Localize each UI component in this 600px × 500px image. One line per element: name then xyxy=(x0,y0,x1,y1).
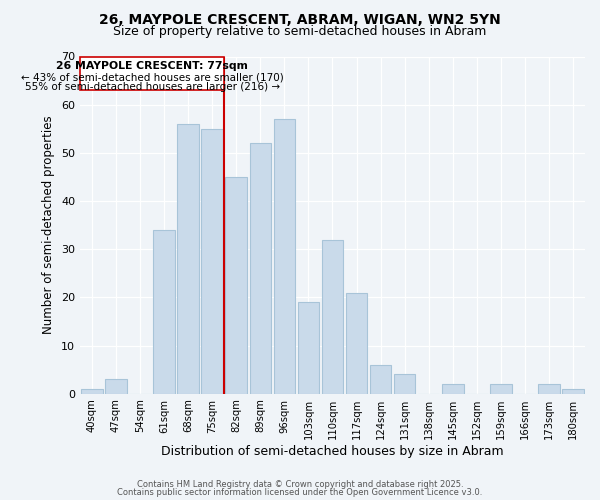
Text: 26 MAYPOLE CRESCENT: 77sqm: 26 MAYPOLE CRESCENT: 77sqm xyxy=(56,60,248,70)
Bar xyxy=(298,302,319,394)
Bar xyxy=(81,389,103,394)
Bar xyxy=(394,374,415,394)
Text: Contains public sector information licensed under the Open Government Licence v3: Contains public sector information licen… xyxy=(118,488,482,497)
Bar xyxy=(370,365,391,394)
Text: 55% of semi-detached houses are larger (216) →: 55% of semi-detached houses are larger (… xyxy=(25,82,280,92)
FancyBboxPatch shape xyxy=(80,56,224,90)
Bar xyxy=(490,384,512,394)
Text: 26, MAYPOLE CRESCENT, ABRAM, WIGAN, WN2 5YN: 26, MAYPOLE CRESCENT, ABRAM, WIGAN, WN2 … xyxy=(99,12,501,26)
Y-axis label: Number of semi-detached properties: Number of semi-detached properties xyxy=(43,116,55,334)
Text: Size of property relative to semi-detached houses in Abram: Size of property relative to semi-detach… xyxy=(113,25,487,38)
Text: ← 43% of semi-detached houses are smaller (170): ← 43% of semi-detached houses are smalle… xyxy=(21,72,283,83)
Text: Contains HM Land Registry data © Crown copyright and database right 2025.: Contains HM Land Registry data © Crown c… xyxy=(137,480,463,489)
Bar xyxy=(442,384,464,394)
Bar xyxy=(538,384,560,394)
Bar xyxy=(202,129,223,394)
Bar xyxy=(105,380,127,394)
Bar xyxy=(562,389,584,394)
Bar xyxy=(250,143,271,394)
Bar xyxy=(226,177,247,394)
Bar xyxy=(346,292,367,394)
Bar xyxy=(322,240,343,394)
Bar xyxy=(178,124,199,394)
Bar xyxy=(153,230,175,394)
Bar xyxy=(274,119,295,394)
X-axis label: Distribution of semi-detached houses by size in Abram: Distribution of semi-detached houses by … xyxy=(161,444,504,458)
